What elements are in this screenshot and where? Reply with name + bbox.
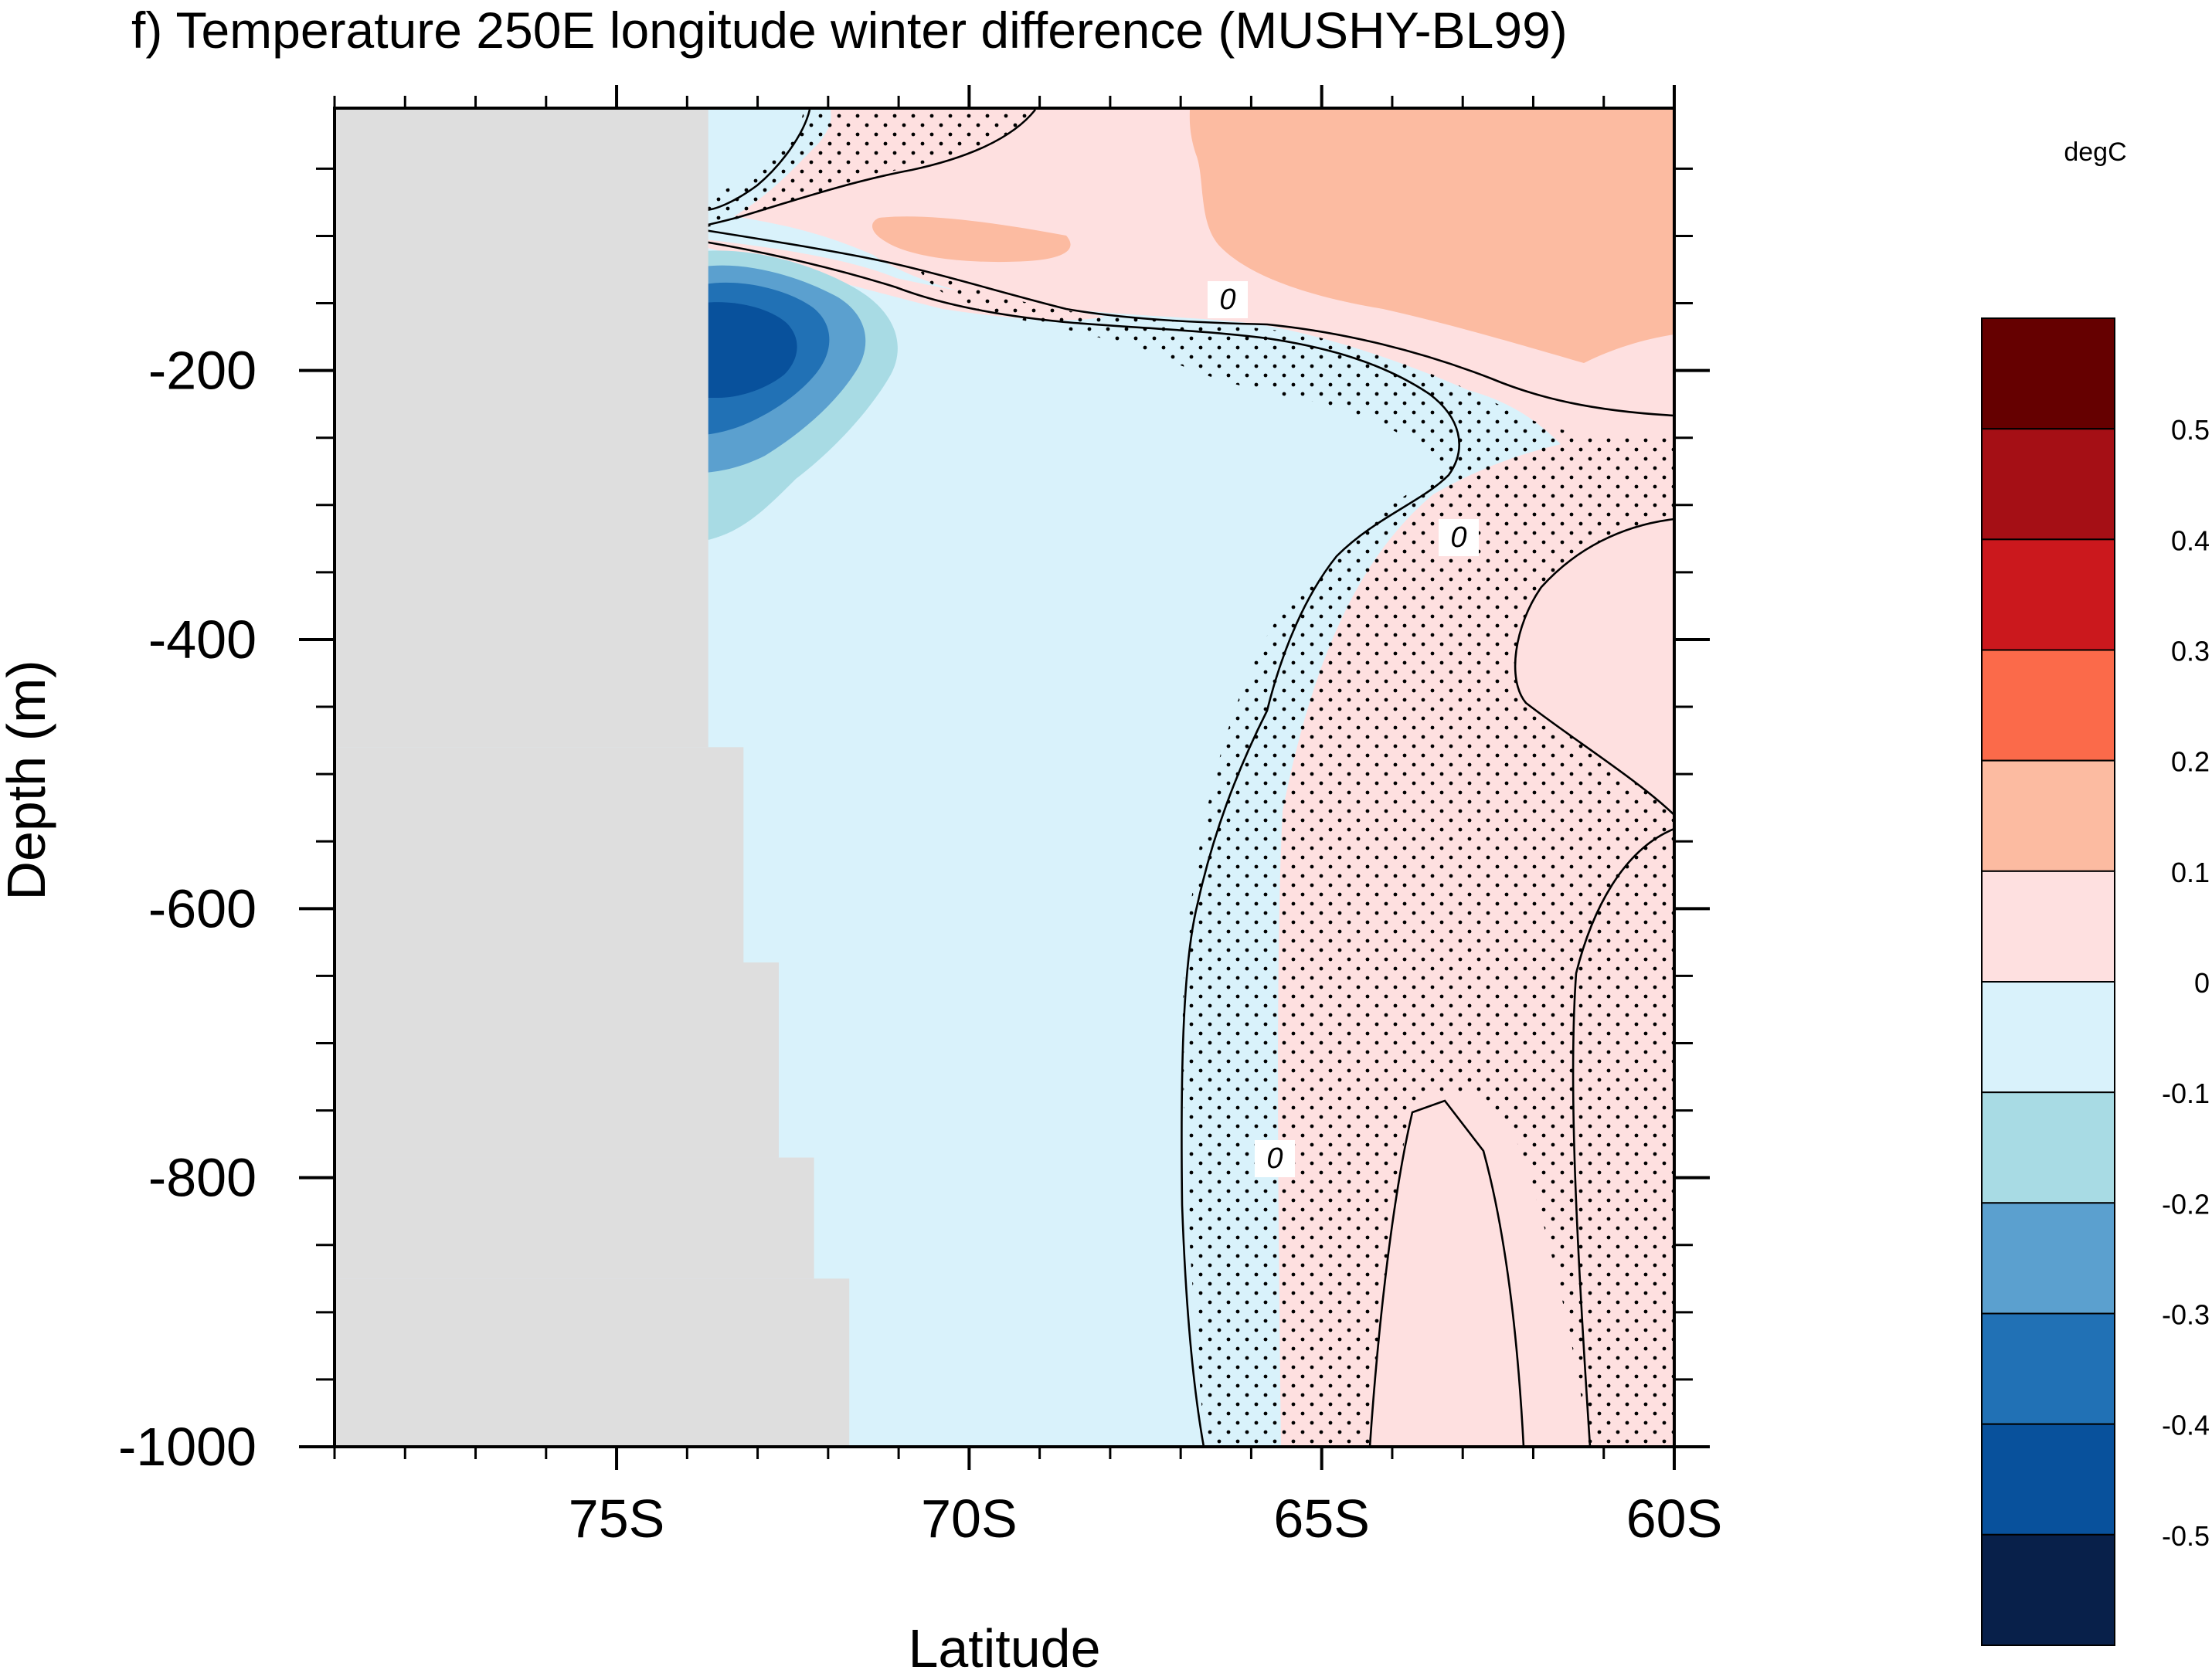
colorbar-swatch-10	[1981, 1423, 2115, 1536]
colorbar-swatch-2	[1981, 538, 2115, 651]
colorbar-units: degC	[2064, 137, 2126, 167]
y-axis-title: Depth (m)	[0, 660, 56, 900]
contour-shelf-top	[704, 109, 1037, 227]
contour-zero-upper	[704, 109, 811, 212]
region-salmon-surface	[1189, 108, 1674, 363]
colorbar-swatch-9	[1981, 1312, 2115, 1425]
contour-deep-lens	[1368, 1099, 1525, 1447]
contour-label-3: 0	[1266, 1142, 1283, 1175]
colorbar-swatch-0	[1981, 317, 2115, 430]
y-tick-label-1: -400	[148, 609, 257, 670]
colorbar-swatch-5	[1981, 870, 2115, 983]
stipple-slope	[919, 270, 1674, 1447]
colorbar-label-10: -0.5	[2162, 1520, 2210, 1552]
x-tick-label-2: 65S	[1273, 1488, 1370, 1549]
colorbar-label-5: 0	[2194, 967, 2210, 999]
stipple-upper	[705, 108, 1035, 228]
contour-lines	[704, 109, 1674, 1447]
contour-label-2: 0	[1450, 521, 1466, 554]
colorbar-swatch-1	[1981, 428, 2115, 541]
land-mask	[335, 108, 850, 1447]
x-tick-label-0: 75S	[569, 1488, 665, 1549]
plot-frame	[333, 107, 1676, 1448]
colorbar-label-1: 0.4	[2171, 524, 2210, 556]
chart-title: f) Temperature 250E longitude winter dif…	[131, 2, 1568, 59]
contour-shelf-mid	[704, 229, 1674, 417]
colorbar-label-9: -0.4	[2162, 1410, 2210, 1441]
colorbar-swatch-6	[1981, 981, 2115, 1094]
colorbar-label-2: 0.3	[2171, 636, 2210, 667]
colorbar-swatch-8	[1981, 1202, 2115, 1315]
stipple-mask-deep	[1370, 1101, 1524, 1447]
y-tick-label-2: -600	[148, 878, 257, 939]
colorbar-label-0: 0.5	[2171, 414, 2210, 446]
region-blue-040	[705, 302, 797, 398]
colorbar-swatch-11	[1981, 1533, 2115, 1647]
land-step-2	[335, 962, 779, 1158]
y-tick-label-0: -200	[148, 341, 257, 401]
contour-east-lens	[1514, 518, 1674, 816]
colorbar-label-6: -0.1	[2162, 1078, 2210, 1109]
land-step-0	[335, 108, 708, 748]
land-step-3	[335, 1157, 814, 1279]
colorbar: 0.5 0.4 0.3 0.2 0.1 0 -0.1 -0.2 -0.3 -0.4 -0.5	[1981, 317, 2210, 1647]
contour-label-group: 0 0 0	[1208, 281, 1479, 1177]
land-step-4	[335, 1278, 850, 1447]
stipple-group	[705, 108, 1674, 1447]
colorbar-label-3: 0.2	[2171, 746, 2210, 778]
colorbar-swatch-4	[1981, 759, 2115, 872]
contour-deep-east	[1572, 827, 1674, 1447]
x-tick-label-3: 60S	[1626, 1488, 1723, 1549]
y-tick-label-3: -800	[148, 1148, 257, 1208]
stipple-mask-east	[1515, 519, 1674, 815]
axes: 75S 70S 65S 60S -200 -400 -600 -800 -1000	[118, 85, 1722, 1549]
contour-label-1: 0	[1219, 283, 1235, 316]
colorbar-label-7: -0.2	[2162, 1188, 2210, 1220]
land-step-1	[335, 747, 744, 962]
y-tick-label-4: -1000	[118, 1417, 257, 1477]
region-salmon-lens	[872, 216, 1071, 263]
colorbar-swatch-7	[1981, 1091, 2115, 1204]
colorbar-label-8: -0.3	[2162, 1299, 2210, 1331]
contour-shelf-lower	[704, 240, 1460, 1447]
colorbar-label-4: 0.1	[2171, 857, 2210, 888]
x-tick-label-1: 70S	[921, 1488, 1018, 1549]
x-axis-title: Latitude	[908, 1618, 1100, 1670]
colorbar-swatch-3	[1981, 649, 2115, 762]
